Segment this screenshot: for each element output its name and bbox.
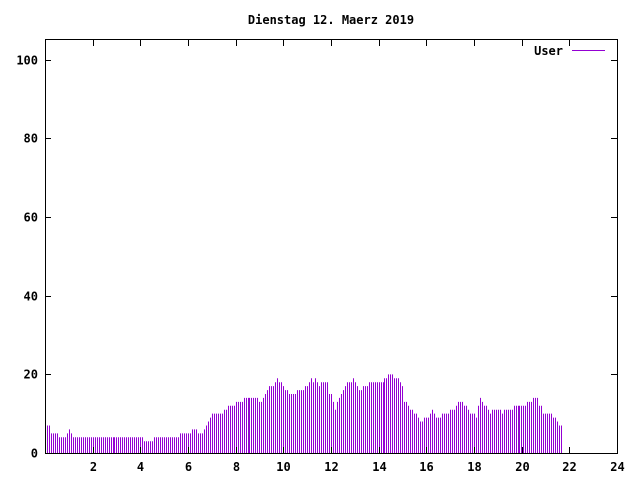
x-tick-label: 12 [324, 460, 338, 474]
x-tick-label: 20 [515, 460, 529, 474]
x-tick-label: 6 [185, 460, 192, 474]
y-tick-label: 0 [31, 447, 38, 461]
x-tick-label: 2 [90, 460, 97, 474]
user-series [45, 374, 562, 453]
legend: User [534, 44, 605, 58]
y-tick-label: 100 [16, 54, 38, 68]
legend-label-user: User [534, 44, 563, 58]
x-tick-label: 8 [233, 460, 240, 474]
plot-frame [45, 39, 618, 454]
x-tick-label: 10 [276, 460, 290, 474]
chart-title: Dienstag 12. Maerz 2019 [248, 13, 414, 27]
x-tick-label: 24 [610, 460, 624, 474]
x-tick-label: 18 [467, 460, 481, 474]
x-tick-label: 16 [419, 460, 433, 474]
x-tick-label: 14 [372, 460, 386, 474]
y-tick-label: 20 [24, 368, 38, 382]
y-tick-label: 40 [24, 290, 38, 304]
y-tick-label: 60 [24, 211, 38, 225]
x-tick-label: 4 [137, 460, 144, 474]
y-tick-label: 80 [24, 132, 38, 146]
x-tick-label: 22 [562, 460, 576, 474]
